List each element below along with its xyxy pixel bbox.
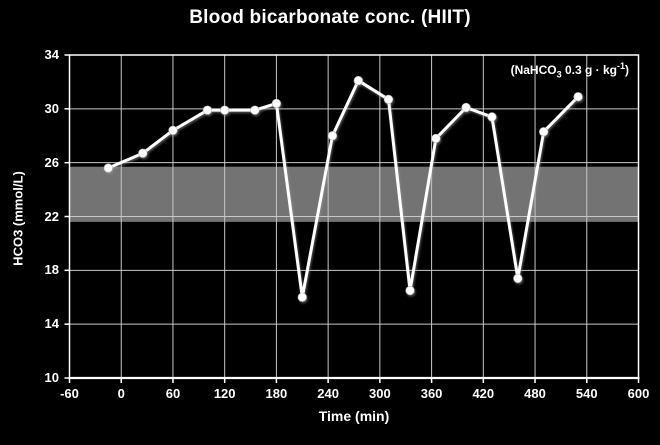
reference-band <box>69 166 639 222</box>
x-tick-label: 420 <box>472 386 495 401</box>
y-tick-label: 18 <box>44 262 59 278</box>
data-point-marker <box>168 125 178 135</box>
y-tick-label: 26 <box>44 154 59 170</box>
data-point-marker <box>271 98 282 109</box>
data-point-marker <box>383 94 394 105</box>
dose-annotation-prefix: (NaHCO <box>510 63 557 77</box>
data-point-marker <box>220 105 230 115</box>
data-point-marker <box>405 285 415 296</box>
y-tick-label: 10 <box>44 370 59 385</box>
x-tick-label: 600 <box>627 386 650 401</box>
x-axis-title: Time (min) <box>318 408 390 424</box>
dose-annotation-suffix: ) <box>625 63 629 77</box>
data-point-marker <box>573 92 583 102</box>
data-point-marker <box>103 163 113 173</box>
dose-annotation: (NaHCO3 0.3 g · kg-1) <box>511 61 629 79</box>
dose-annotation-mid: 0.3 g · kg <box>561 63 617 77</box>
x-tick-label: 540 <box>575 386 598 401</box>
x-tick-label: 60 <box>165 386 181 401</box>
x-tick-label: 300 <box>369 386 391 401</box>
y-tick-label: 34 <box>44 47 59 62</box>
data-point-marker <box>487 112 497 122</box>
y-tick-label: 22 <box>44 208 59 224</box>
y-tick-label: 30 <box>44 100 59 116</box>
data-point-marker <box>297 292 307 302</box>
dose-annotation-superscript: -1 <box>616 61 625 71</box>
x-tick-label: 360 <box>420 386 443 401</box>
data-point-marker <box>513 273 523 284</box>
x-tick-label: 480 <box>524 386 546 401</box>
data-point-marker <box>202 105 213 115</box>
data-point-marker <box>250 105 260 115</box>
dose-annotation-subscript: 3 <box>556 69 562 80</box>
data-point-marker <box>353 75 363 86</box>
data-point-marker <box>431 133 441 144</box>
data-point-marker <box>327 131 338 141</box>
data-point-marker <box>138 148 148 158</box>
data-series <box>103 75 583 302</box>
x-tick-label: 0 <box>117 386 125 401</box>
data-point-marker <box>461 102 471 113</box>
x-tick-label: 180 <box>265 386 288 401</box>
chart-title: Blood bicarbonate conc. (HIIT) <box>189 7 471 28</box>
x-tick-label: -60 <box>60 386 79 401</box>
y-tick-label: 14 <box>44 316 59 332</box>
x-tick-label: 120 <box>213 386 236 401</box>
data-line <box>106 79 580 299</box>
x-tick-label: 240 <box>317 386 339 401</box>
data-point-marker <box>539 127 549 137</box>
